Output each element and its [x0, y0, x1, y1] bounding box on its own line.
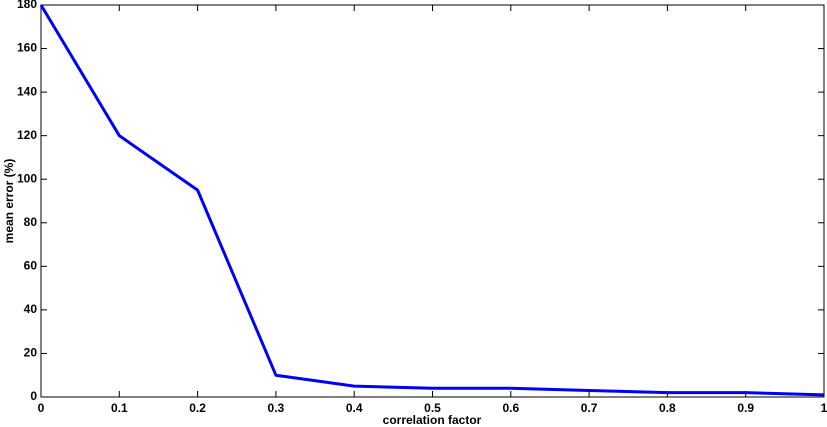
- x-tick-label: 0.5: [424, 401, 441, 415]
- x-tick-label: 0.1: [111, 401, 128, 415]
- y-tick-label: 160: [17, 41, 37, 55]
- y-tick-label: 60: [24, 259, 38, 273]
- x-tick-label: 0.3: [268, 401, 285, 415]
- y-tick-label: 80: [24, 215, 38, 229]
- y-tick-label: 0: [30, 389, 37, 403]
- x-tick-label: 1: [821, 401, 827, 415]
- y-axis-label: mean error (%): [2, 159, 16, 244]
- x-tick-label: 0.6: [502, 401, 519, 415]
- y-tick-label: 120: [17, 128, 37, 142]
- x-axis-label: correlation factor: [383, 413, 482, 427]
- y-tick-label: 140: [17, 84, 37, 98]
- data-line: [39, 4, 825, 397]
- y-tick-label: 100: [17, 171, 37, 185]
- x-tick-label: 0.4: [346, 401, 363, 415]
- x-tick-label: 0: [38, 401, 45, 415]
- x-tick-label: 0.9: [737, 401, 754, 415]
- x-tick-label: 0.7: [581, 401, 598, 415]
- x-tick-label: 0.8: [659, 401, 676, 415]
- x-tick-label: 0.2: [189, 401, 206, 415]
- y-tick-label: 180: [17, 0, 37, 11]
- y-tick-label: 20: [24, 346, 38, 360]
- plot-frame: [40, 4, 825, 398]
- y-tick-label: 40: [24, 302, 38, 316]
